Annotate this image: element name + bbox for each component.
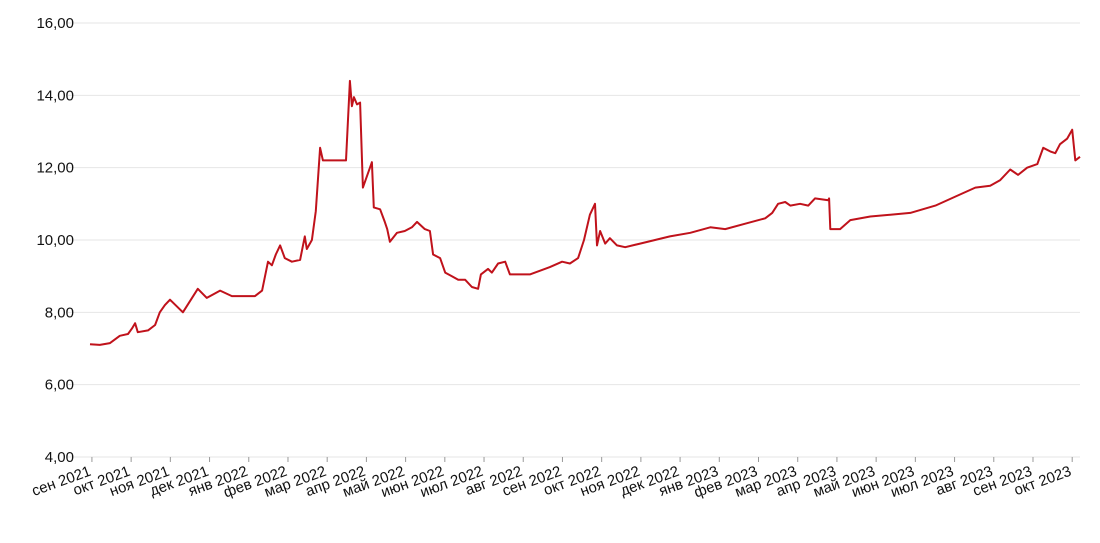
y-tick-label: 14,00 [36,87,74,104]
y-tick-label: 8,00 [45,304,74,321]
y-tick-label: 12,00 [36,160,74,177]
y-tick-label: 4,00 [45,449,74,466]
y-tick-label: 6,00 [45,377,74,394]
y-tick-label: 10,00 [36,232,74,249]
y-tick-label: 16,00 [36,15,74,32]
series-line [89,79,1081,346]
